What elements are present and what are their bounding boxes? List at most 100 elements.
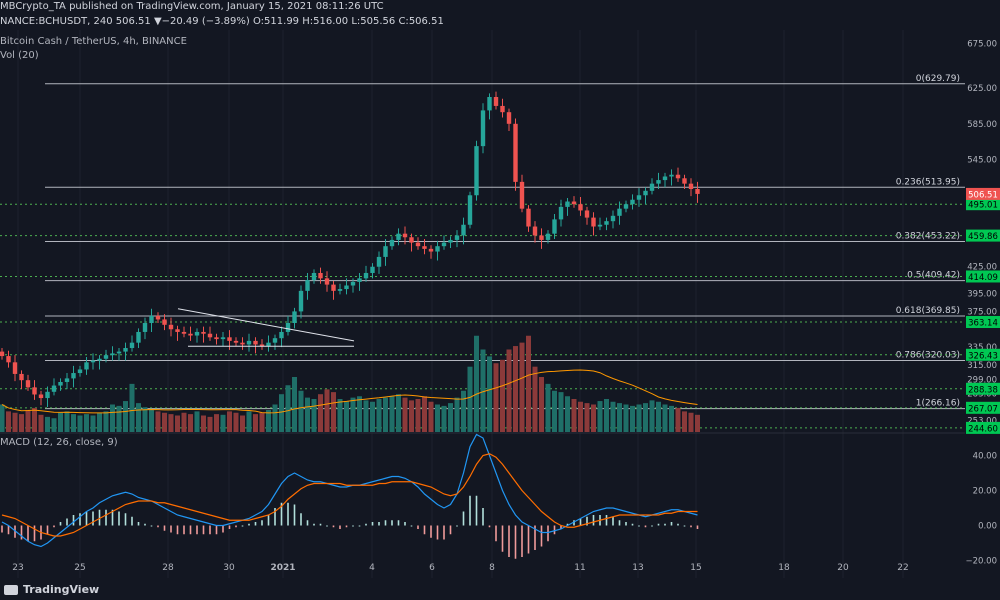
macd-line — [1, 433, 698, 548]
volume-bar — [643, 403, 648, 432]
macd-histogram-bar — [495, 525, 497, 542]
macd-tick: 20.00 — [973, 487, 997, 497]
candle-body — [422, 246, 427, 249]
candle-body — [688, 183, 694, 190]
macd-legend[interactable]: MACD (12, 26, close, 9) — [0, 437, 118, 448]
symbol: NANCE:BCHUSDT, 240 — [0, 16, 113, 27]
volume-bar — [25, 410, 31, 432]
footer — [0, 578, 1000, 600]
candle-body — [558, 206, 564, 220]
macd-histogram-bar — [664, 523, 666, 526]
macd-histogram-bar — [241, 525, 244, 527]
volume-bar — [227, 411, 232, 432]
macd-histogram-bar — [638, 525, 640, 527]
macd-histogram-bar — [124, 513, 127, 526]
support-badge-label: 363.14 — [968, 318, 998, 328]
candle-body — [376, 256, 382, 267]
macd-histogram-bar — [631, 523, 634, 526]
candle-body — [565, 201, 570, 207]
support-badge — [966, 421, 1000, 434]
support-badge — [966, 401, 1000, 414]
candle-body — [441, 242, 447, 247]
macd-histogram-bar — [553, 525, 556, 535]
macd-histogram-bar — [488, 525, 491, 528]
trendline-upper — [177, 308, 355, 342]
low-value: 505.56 — [360, 16, 396, 27]
candle-body — [610, 215, 616, 222]
candle-body — [155, 315, 161, 320]
volume-bar — [77, 415, 83, 432]
price-tick: 585.00 — [967, 120, 997, 130]
volume-bar — [461, 390, 466, 432]
volume-bar — [454, 397, 460, 432]
volume-bar — [259, 412, 265, 432]
pair-legend[interactable]: Bitcoin Cash / TetherUS, 4h, BINANCE — [0, 36, 187, 47]
macd-histogram-bar — [358, 525, 361, 527]
candle-body — [539, 235, 544, 240]
volume-bar — [409, 400, 414, 432]
candle-body — [584, 210, 590, 218]
macd-histogram-bar — [547, 525, 549, 542]
candle-body — [675, 174, 681, 179]
time-tick: 23 — [12, 563, 23, 573]
volume-bar — [19, 414, 24, 432]
time-tick: 6 — [429, 563, 435, 573]
fib-label: 0.382(453.22) — [896, 232, 960, 242]
volume-bar — [519, 342, 525, 432]
macd-histogram-bar — [644, 525, 647, 528]
support-badge — [966, 198, 1000, 211]
time-tick: 30 — [223, 563, 235, 573]
macd-histogram-bar — [618, 520, 621, 526]
macd-histogram-bar — [209, 525, 211, 535]
candle-body — [695, 189, 700, 194]
price-tick: 253.00 — [967, 416, 997, 426]
volume-bar — [123, 401, 128, 432]
macd-histogram-bar — [274, 508, 276, 526]
time-tick: 22 — [897, 563, 908, 573]
volume-bar — [695, 414, 700, 432]
time-tick: 2021 — [270, 563, 295, 573]
candle-body — [64, 378, 70, 382]
volume-bar — [363, 400, 369, 432]
volume-bar — [292, 377, 297, 432]
macd-histogram-bar — [683, 525, 686, 527]
volume-bar — [155, 411, 161, 432]
support-badge-label: 326.43 — [968, 351, 998, 361]
signal-line — [1, 453, 698, 537]
candle-body — [597, 224, 603, 227]
macd-histogram-bar — [267, 515, 270, 526]
macd-histogram-bar — [79, 513, 81, 526]
macd-histogram-bar — [306, 520, 309, 526]
candle-body — [233, 340, 239, 343]
candle-body — [682, 178, 687, 184]
macd-histogram-bar — [72, 515, 75, 526]
time-tick: 11 — [574, 563, 585, 573]
macd-histogram-bar — [586, 516, 588, 526]
macd-histogram-bar — [98, 509, 101, 526]
candle-body — [480, 110, 486, 147]
macd-histogram-bar — [560, 525, 562, 529]
candle-body — [77, 369, 83, 374]
time-tick: 15 — [690, 563, 701, 573]
tradingview-logo[interactable]: TradingView — [4, 583, 99, 596]
fib-label: 0(629.79) — [916, 74, 960, 84]
macd-tick: 0.00 — [978, 522, 997, 532]
candle-body — [435, 246, 440, 252]
macd-histogram-bar — [202, 525, 205, 535]
macd-histogram-bar — [423, 525, 426, 535]
support-badge-label: 267.07 — [968, 404, 998, 414]
last-price-label: 506.51 — [968, 190, 998, 200]
candle-body — [123, 348, 128, 352]
volume-legend[interactable]: Vol (20) — [0, 50, 39, 61]
volume-bar — [350, 397, 356, 432]
candle-body — [331, 284, 336, 291]
candle-body — [220, 337, 226, 340]
macd-histogram-bar — [378, 522, 380, 526]
macd-histogram-bar — [313, 523, 315, 526]
candle-body — [279, 331, 284, 339]
macd-histogram-bar — [391, 520, 393, 526]
macd-histogram-bar — [1, 525, 3, 533]
macd-histogram-bar — [482, 508, 484, 526]
macd-histogram-bar — [410, 525, 413, 527]
